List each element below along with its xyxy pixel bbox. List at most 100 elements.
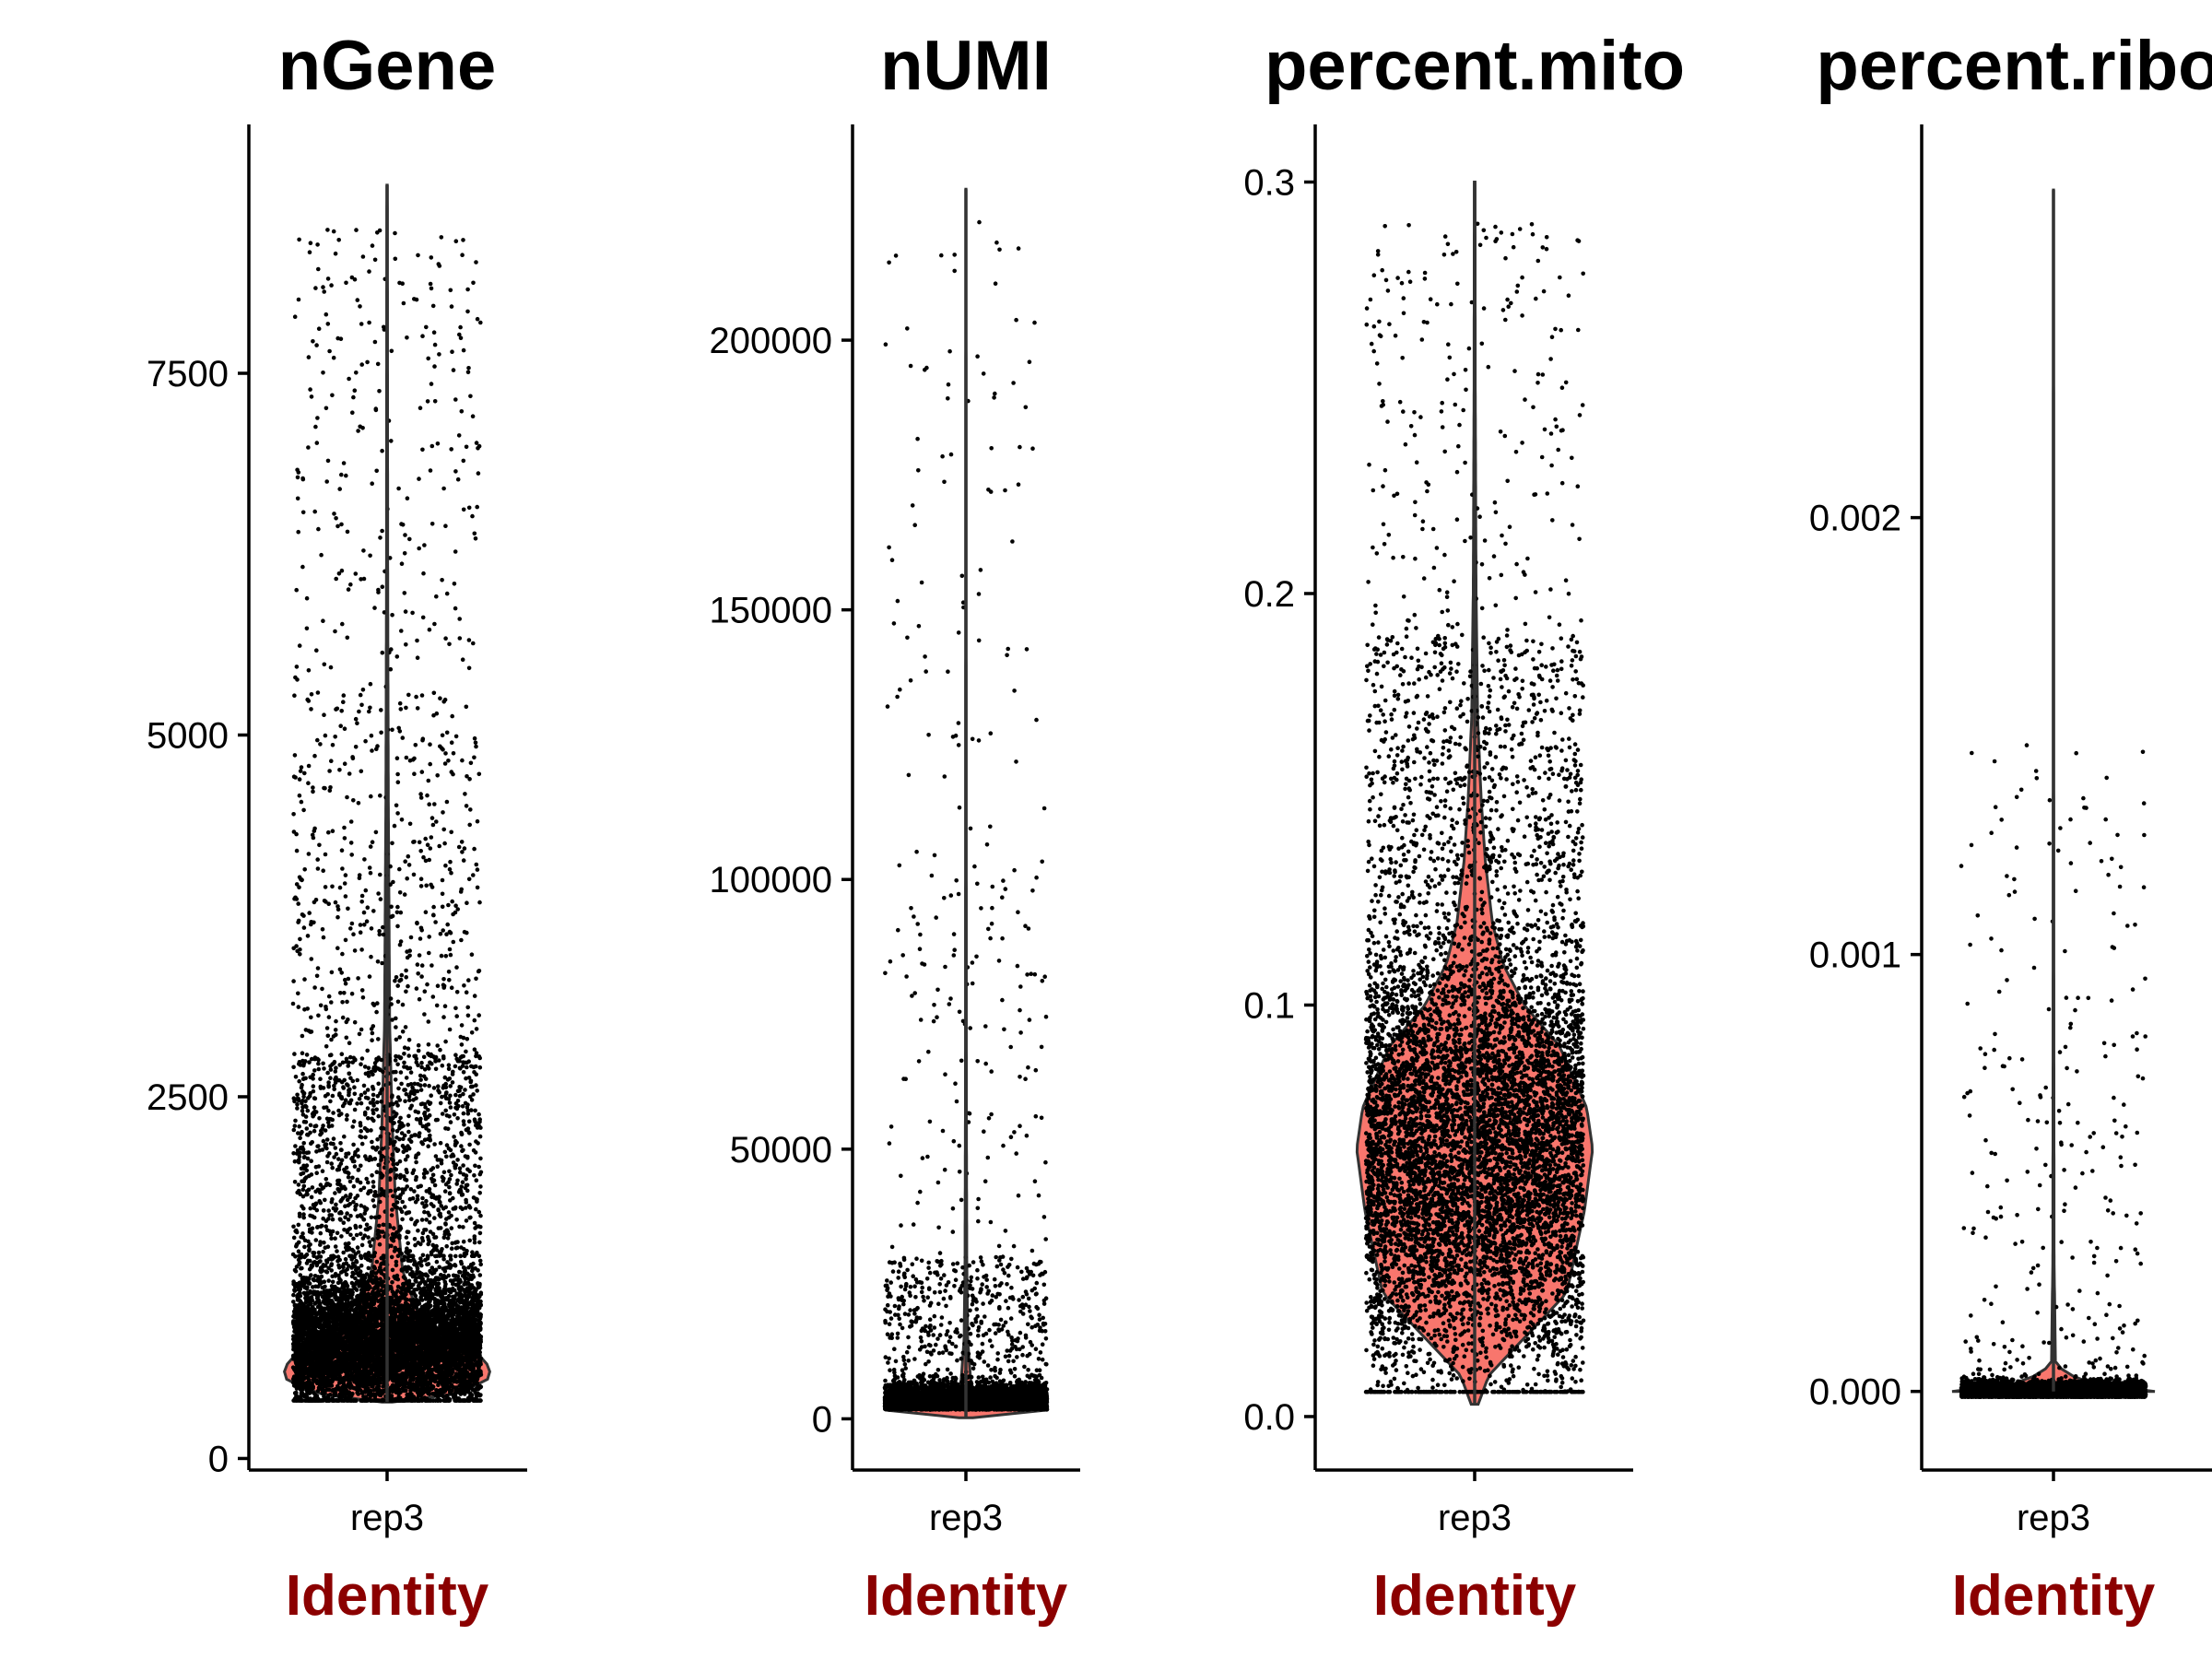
data-point xyxy=(419,770,425,774)
data-point xyxy=(440,1063,445,1068)
data-point xyxy=(304,595,310,601)
data-point xyxy=(389,1213,394,1218)
data-point xyxy=(321,1061,325,1066)
data-point xyxy=(308,387,312,392)
data-point xyxy=(465,1065,469,1070)
data-point xyxy=(372,257,378,263)
data-point xyxy=(321,1138,326,1144)
data-point xyxy=(317,842,322,848)
data-point xyxy=(316,1164,322,1169)
data-point xyxy=(339,848,345,853)
data-point xyxy=(311,789,315,794)
data-point xyxy=(425,842,430,847)
data-point xyxy=(422,1083,428,1088)
data-point xyxy=(305,1156,311,1161)
data-point xyxy=(447,1027,453,1032)
data-point xyxy=(300,564,305,570)
data-point xyxy=(459,1023,465,1028)
data-point xyxy=(381,932,386,937)
data-point xyxy=(306,763,312,769)
data-point xyxy=(415,1266,420,1271)
data-point xyxy=(443,863,448,868)
data-point xyxy=(417,953,422,958)
data-point xyxy=(298,1135,302,1140)
data-point xyxy=(389,1157,394,1161)
data-point xyxy=(294,848,300,853)
data-point xyxy=(458,1066,463,1071)
data-point xyxy=(412,1189,417,1194)
data-point xyxy=(357,1096,362,1101)
data-point xyxy=(310,1185,315,1190)
data-point xyxy=(298,769,303,773)
data-point xyxy=(365,1106,371,1111)
data-point xyxy=(292,753,298,758)
data-point xyxy=(374,1107,380,1112)
data-point xyxy=(351,798,356,803)
data-point xyxy=(375,1001,380,1006)
data-point xyxy=(415,638,419,643)
data-point xyxy=(449,447,454,452)
data-point xyxy=(425,399,430,404)
data-point xyxy=(470,513,475,519)
data-point xyxy=(453,1246,459,1251)
data-point xyxy=(348,582,353,587)
data-point xyxy=(378,1171,383,1176)
data-point xyxy=(371,1198,376,1203)
data-point xyxy=(412,297,417,301)
data-point xyxy=(431,712,436,718)
data-point xyxy=(445,922,451,927)
data-point xyxy=(359,1163,363,1169)
data-point xyxy=(393,256,398,262)
data-point xyxy=(472,531,477,536)
data-point xyxy=(477,1253,482,1258)
data-point xyxy=(294,831,299,837)
data-point xyxy=(438,696,442,700)
data-point xyxy=(359,702,364,708)
data-point xyxy=(421,1171,427,1176)
data-point xyxy=(418,877,424,881)
data-point xyxy=(380,584,385,589)
data-point xyxy=(457,636,463,641)
data-point xyxy=(477,900,482,905)
data-point xyxy=(308,241,313,246)
data-point xyxy=(300,1051,305,1055)
data-point xyxy=(391,1161,396,1167)
data-point xyxy=(407,821,413,827)
data-point xyxy=(353,1207,358,1212)
data-point xyxy=(393,230,397,236)
data-point xyxy=(473,536,478,541)
data-point xyxy=(309,394,314,399)
data-point xyxy=(442,1189,448,1194)
data-point xyxy=(297,1124,302,1129)
data-point xyxy=(416,1228,420,1233)
data-point xyxy=(471,873,476,877)
data-point xyxy=(337,487,343,491)
data-point xyxy=(309,1194,314,1200)
data-point xyxy=(319,1223,324,1229)
data-point xyxy=(450,349,454,355)
data-point xyxy=(325,1154,330,1159)
data-point xyxy=(312,1105,317,1110)
data-point xyxy=(315,242,320,247)
data-point xyxy=(345,1082,349,1087)
data-point xyxy=(300,1109,305,1113)
data-point xyxy=(312,509,318,514)
data-point xyxy=(321,935,326,940)
data-point xyxy=(359,988,365,993)
data-point xyxy=(345,529,350,535)
data-point xyxy=(390,613,394,618)
data-point xyxy=(361,910,367,915)
data-point xyxy=(394,756,400,760)
data-point xyxy=(391,1203,396,1207)
data-point xyxy=(296,901,301,906)
data-point xyxy=(353,571,359,576)
data-point xyxy=(450,713,455,719)
data-point xyxy=(414,986,419,991)
data-point xyxy=(296,1182,301,1187)
data-point xyxy=(291,979,296,983)
data-point xyxy=(351,1183,357,1189)
data-point xyxy=(398,1070,404,1075)
data-point xyxy=(323,885,328,889)
data-point xyxy=(468,760,474,766)
